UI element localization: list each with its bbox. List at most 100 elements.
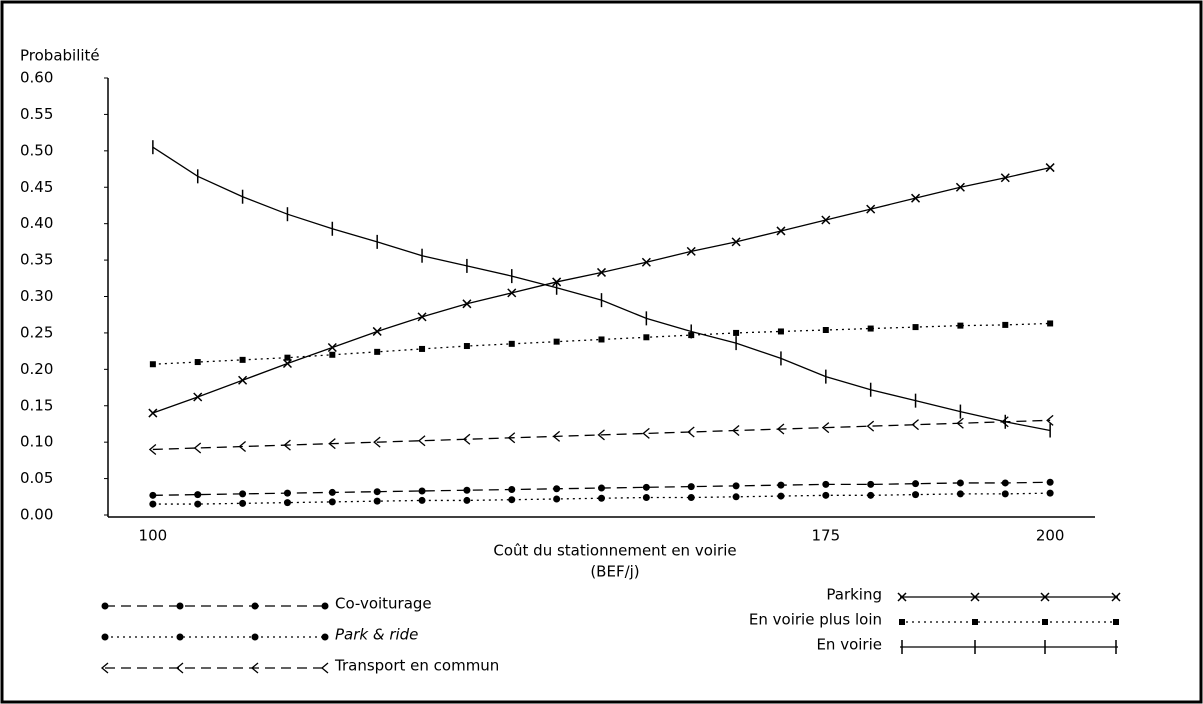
marker <box>507 432 516 444</box>
marker <box>418 496 426 504</box>
marker <box>686 246 696 256</box>
marker <box>238 375 248 385</box>
y-tick-label: 0.45 <box>20 178 53 196</box>
marker <box>687 494 695 502</box>
marker <box>553 485 561 493</box>
marker <box>642 494 650 502</box>
marker <box>732 482 740 490</box>
legend-marker <box>251 633 259 641</box>
marker <box>776 226 786 236</box>
marker <box>732 425 740 437</box>
marker <box>373 436 381 448</box>
legend-marker <box>970 592 980 602</box>
legend-marker <box>899 619 905 625</box>
y-tick-label: 0.05 <box>20 469 53 487</box>
legend-marker <box>101 633 109 641</box>
marker <box>956 479 964 487</box>
legend-marker <box>1111 592 1121 602</box>
legend-marker <box>1040 592 1050 602</box>
legend-marker <box>176 633 184 641</box>
marker <box>866 420 875 432</box>
marker <box>822 327 829 334</box>
marker <box>149 500 157 508</box>
marker <box>643 334 650 341</box>
marker <box>463 343 470 350</box>
marker <box>552 430 561 442</box>
series-line <box>152 419 1051 451</box>
y-tick-label: 0.55 <box>20 105 53 123</box>
marker <box>957 322 964 329</box>
marker <box>596 267 607 277</box>
x-tick-label: 200 <box>1036 527 1065 545</box>
legend-marker <box>320 662 329 674</box>
marker <box>327 342 337 353</box>
marker <box>149 491 157 499</box>
marker <box>776 423 785 435</box>
marker <box>418 435 426 447</box>
marker <box>329 351 336 358</box>
marker <box>462 433 471 445</box>
y-axis-label: Probabilité <box>20 47 100 65</box>
marker <box>687 426 695 438</box>
y-tick-label: 0.15 <box>20 396 53 414</box>
y-tick-label: 0.60 <box>20 69 53 87</box>
marker <box>373 488 381 496</box>
x-tick-label: 175 <box>811 527 840 545</box>
marker <box>239 499 247 507</box>
legend-marker <box>101 602 109 610</box>
legend-marker <box>176 602 184 610</box>
marker <box>148 443 157 455</box>
marker <box>283 499 291 507</box>
legend-label: Co-voiturage <box>335 595 432 613</box>
marker <box>1046 489 1054 497</box>
marker <box>1000 173 1010 183</box>
marker <box>1001 490 1009 498</box>
legend-marker <box>321 633 329 641</box>
marker <box>1002 321 1009 328</box>
marker <box>283 489 291 497</box>
marker <box>912 480 920 488</box>
legend-label: Transport en commun <box>334 657 499 675</box>
marker <box>508 486 516 494</box>
legend-marker <box>321 602 329 610</box>
y-tick-label: 0.30 <box>20 287 53 305</box>
x-axis-label: Coût du stationnement en voirie <box>493 542 736 560</box>
legend-label: Parking <box>826 586 882 604</box>
y-tick-label: 0.50 <box>20 141 53 159</box>
marker <box>193 442 202 454</box>
x-axis-label: (BEF/j) <box>590 563 639 581</box>
marker <box>821 215 831 225</box>
marker <box>777 328 784 335</box>
y-tick-label: 0.40 <box>20 214 53 232</box>
marker <box>821 422 830 434</box>
marker <box>374 348 381 355</box>
marker <box>328 498 336 506</box>
marker <box>419 345 426 352</box>
y-tick-label: 0.00 <box>20 506 53 524</box>
marker <box>148 408 158 418</box>
x-tick-label: 100 <box>139 527 168 545</box>
marker <box>598 494 605 502</box>
legend-marker <box>972 619 978 625</box>
marker <box>733 329 740 336</box>
marker <box>373 497 381 505</box>
marker <box>641 257 651 267</box>
y-tick-label: 0.10 <box>20 433 53 451</box>
marker <box>822 480 830 488</box>
marker <box>328 488 336 496</box>
marker <box>912 324 919 331</box>
marker <box>328 438 336 450</box>
marker <box>1001 416 1009 428</box>
marker <box>866 204 876 214</box>
marker <box>418 487 426 495</box>
legend-label: En voirie <box>816 636 882 654</box>
marker <box>1046 414 1054 426</box>
marker <box>598 484 605 492</box>
marker <box>1045 163 1055 173</box>
marker <box>508 496 516 504</box>
marker <box>149 361 156 368</box>
marker <box>194 359 201 366</box>
legend-marker <box>100 662 109 674</box>
legend-marker <box>1042 619 1048 625</box>
